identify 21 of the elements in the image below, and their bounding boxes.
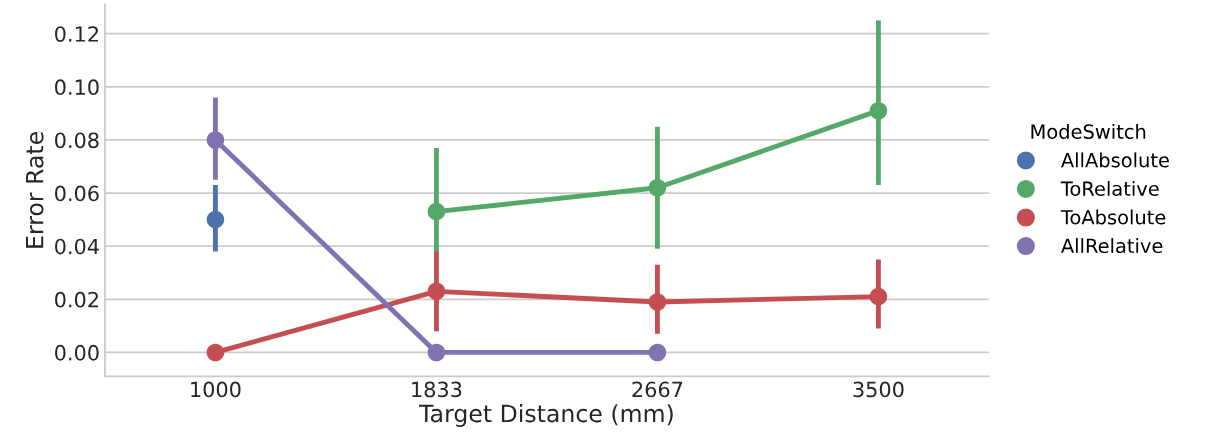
legend-label: ToRelative <box>1060 180 1159 197</box>
legend-label: AllRelative <box>1061 238 1163 254</box>
x-tick-label: 3500 <box>853 381 904 398</box>
point <box>206 343 225 362</box>
y-tick-label: 0.00 <box>55 344 99 361</box>
x-axis-title: Target Distance (mm) <box>418 404 673 427</box>
y-tick-label: 0.10 <box>55 79 99 96</box>
y-tick-label: 0.04 <box>55 238 99 255</box>
y-tick-label: 0.08 <box>55 132 99 149</box>
y-axis-title: Error Rate <box>25 132 44 248</box>
y-tick-label: 0.02 <box>55 291 98 308</box>
x-tick-label: 2667 <box>632 381 683 398</box>
x-tick-label: 1833 <box>412 381 462 398</box>
legend-title: ModeSwitch <box>1031 123 1146 139</box>
x-tick-label: 1000 <box>191 381 241 398</box>
legend-label: AllAbsolute <box>1061 152 1169 168</box>
point <box>648 343 667 362</box>
legend-label: ToAbsolute <box>1060 209 1166 225</box>
y-tick-label: 0.06 <box>55 185 99 202</box>
y-tick-label: 0.12 <box>55 26 98 42</box>
point <box>427 343 446 362</box>
